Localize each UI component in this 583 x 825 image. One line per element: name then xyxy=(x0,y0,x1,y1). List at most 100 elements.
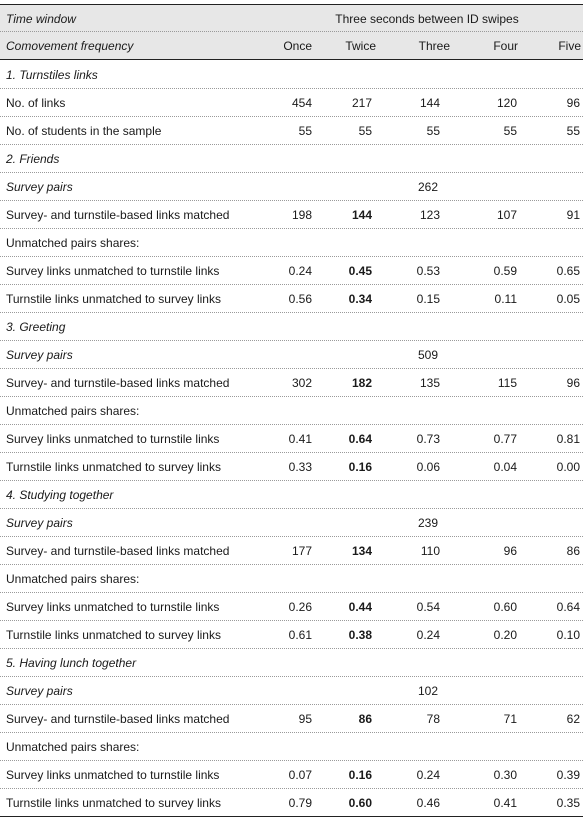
row-label: Survey- and turnstile-based links matche… xyxy=(6,208,230,222)
survey-pairs-label: Survey pairs xyxy=(6,684,73,698)
cell-four: 0.41 xyxy=(493,796,517,810)
cell-three: 0.53 xyxy=(416,264,440,278)
cell-five: 0.05 xyxy=(556,292,580,306)
cell-three: 110 xyxy=(420,544,440,558)
unmatched-label: Unmatched pairs shares: xyxy=(6,404,140,418)
row-label: No. of students in the sample xyxy=(6,124,162,138)
unmatched-label: Unmatched pairs shares: xyxy=(6,572,140,586)
survey-pairs-row: Survey pairs 239 xyxy=(0,509,583,537)
survey-pairs-value: 102 xyxy=(417,684,439,698)
cell-twice: 0.64 xyxy=(348,432,372,446)
cell-four: 115 xyxy=(497,376,517,390)
cell-five: 0.35 xyxy=(556,796,580,810)
cell-three: 0.06 xyxy=(416,460,440,474)
cell-five: 0.00 xyxy=(556,460,580,474)
survey-pairs-label: Survey pairs xyxy=(6,516,73,530)
cell-twice: 0.16 xyxy=(348,768,372,782)
header-row-frequency: Comovement frequency Once Twice Three Fo… xyxy=(0,32,583,60)
cell-three: 123 xyxy=(419,208,440,222)
turnstile-unmatched-row: Turnstile links unmatched to survey link… xyxy=(0,453,583,481)
survey-unmatched-row: Survey links unmatched to turnstile link… xyxy=(0,761,583,789)
cell-twice: 55 xyxy=(358,124,372,138)
row-label: Survey- and turnstile-based links matche… xyxy=(6,544,230,558)
matched-row: Survey- and turnstile-based links matche… xyxy=(0,369,583,397)
table-row: No. of students in the sample 55 55 55 5… xyxy=(0,117,583,145)
cell-twice: 182 xyxy=(351,376,372,390)
row-label: Turnstile links unmatched to survey link… xyxy=(6,628,221,642)
cell-twice: 0.38 xyxy=(348,628,372,642)
survey-pairs-label: Survey pairs xyxy=(6,180,73,194)
time-window-value: Three seconds between ID swipes xyxy=(335,12,519,26)
cell-twice: 0.60 xyxy=(348,796,372,810)
cell-once: 0.56 xyxy=(288,292,312,306)
cell-three: 135 xyxy=(419,376,440,390)
cell-five: 86 xyxy=(566,544,580,558)
survey-pairs-row: Survey pairs 262 xyxy=(0,173,583,201)
turnstile-unmatched-row: Turnstile links unmatched to survey link… xyxy=(0,621,583,649)
section-title-row: 5. Having lunch together xyxy=(0,649,583,677)
unmatched-header-row: Unmatched pairs shares: xyxy=(0,733,583,761)
row-label: Survey links unmatched to turnstile link… xyxy=(6,432,220,446)
column-header-five: Five xyxy=(558,39,581,53)
cell-four: 0.11 xyxy=(494,292,517,306)
turnstile-unmatched-row: Turnstile links unmatched to survey link… xyxy=(0,285,583,313)
section-title-row: 1. Turnstiles links xyxy=(0,61,583,89)
unmatched-label: Unmatched pairs shares: xyxy=(6,740,140,754)
cell-once: 198 xyxy=(291,208,312,222)
section-title: 2. Friends xyxy=(6,152,60,166)
matched-row: Survey- and turnstile-based links matche… xyxy=(0,705,583,733)
matched-row: Survey- and turnstile-based links matche… xyxy=(0,201,583,229)
unmatched-header-row: Unmatched pairs shares: xyxy=(0,229,583,257)
survey-pairs-label: Survey pairs xyxy=(6,348,73,362)
matched-row: Survey- and turnstile-based links matche… xyxy=(0,537,583,565)
cell-five: 96 xyxy=(566,96,580,110)
cell-three: 0.73 xyxy=(416,432,440,446)
cell-four: 0.59 xyxy=(493,264,517,278)
cell-twice: 217 xyxy=(351,96,372,110)
cell-five: 0.81 xyxy=(556,432,580,446)
cell-three: 0.46 xyxy=(416,796,440,810)
survey-pairs-value: 509 xyxy=(417,348,439,362)
section-title: 3. Greeting xyxy=(6,320,66,334)
section-title-row: 3. Greeting xyxy=(0,313,583,341)
cell-four: 0.20 xyxy=(493,628,517,642)
cell-once: 302 xyxy=(291,376,312,390)
survey-unmatched-row: Survey links unmatched to turnstile link… xyxy=(0,257,583,285)
cell-three: 78 xyxy=(426,712,440,726)
survey-pairs-value: 239 xyxy=(417,516,439,530)
table-row: No. of links 454 217 144 120 96 xyxy=(0,89,583,117)
cell-twice: 86 xyxy=(358,712,372,726)
cell-once: 0.26 xyxy=(288,600,312,614)
cell-three: 0.54 xyxy=(416,600,440,614)
cell-five: 91 xyxy=(566,208,580,222)
survey-pairs-value: 262 xyxy=(417,180,439,194)
cell-once: 0.79 xyxy=(288,796,312,810)
column-header-four: Four xyxy=(493,39,518,53)
row-label: Turnstile links unmatched to survey link… xyxy=(6,292,221,306)
cell-four: 120 xyxy=(496,96,517,110)
cell-four: 96 xyxy=(503,544,517,558)
cell-four: 107 xyxy=(496,208,517,222)
survey-unmatched-row: Survey links unmatched to turnstile link… xyxy=(0,425,583,453)
turnstile-unmatched-row: Turnstile links unmatched to survey link… xyxy=(0,789,583,817)
cell-twice: 144 xyxy=(351,208,372,222)
unmatched-header-row: Unmatched pairs shares: xyxy=(0,397,583,425)
row-label: Survey- and turnstile-based links matche… xyxy=(6,712,230,726)
cell-five: 0.64 xyxy=(556,600,580,614)
cell-once: 177 xyxy=(291,544,312,558)
cell-five: 96 xyxy=(566,376,580,390)
cell-five: 55 xyxy=(566,124,580,138)
header-row-time-window: Time window Three seconds between ID swi… xyxy=(0,4,583,32)
section-title-row: 4. Studying together xyxy=(0,481,583,509)
cell-once: 0.07 xyxy=(288,768,312,782)
column-header-once: Once xyxy=(283,39,312,53)
cell-four: 55 xyxy=(503,124,517,138)
column-header-twice: Twice xyxy=(345,39,376,53)
frequency-label: Comovement frequency xyxy=(6,39,134,53)
cell-twice: 0.16 xyxy=(348,460,372,474)
cell-three: 0.15 xyxy=(416,292,440,306)
cell-four: 0.60 xyxy=(493,600,517,614)
cell-three: 55 xyxy=(426,124,440,138)
cell-five: 0.10 xyxy=(556,628,580,642)
